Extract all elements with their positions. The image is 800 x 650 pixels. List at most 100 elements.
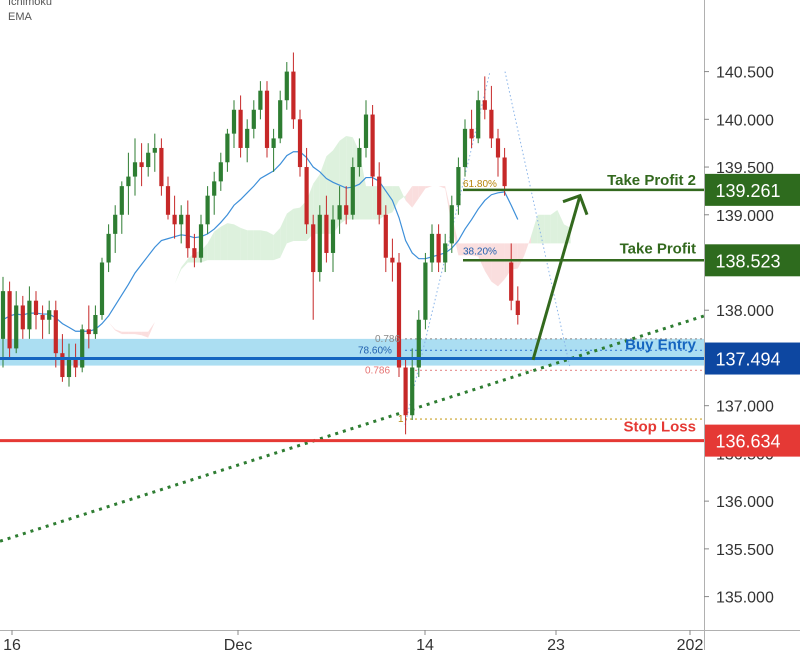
buy-entry-price-tag-text: 137.494 <box>715 350 780 370</box>
candle-body <box>515 300 520 315</box>
candle-body <box>179 214 184 225</box>
candle-body <box>271 138 276 148</box>
candle-body <box>330 219 336 253</box>
x-axis-tick-label: 23 <box>547 637 565 650</box>
ichimoku-cloud-segment <box>405 186 413 208</box>
candle-body <box>159 147 164 187</box>
ichimoku-cloud-segment <box>537 214 545 244</box>
support-trendline <box>0 314 704 543</box>
candle-body <box>317 214 322 273</box>
projection-arrow-head <box>562 193 589 216</box>
candle-body <box>396 262 402 368</box>
candle-body <box>113 214 118 234</box>
candle-body <box>7 291 12 349</box>
candle-body <box>33 300 39 315</box>
candle-body <box>410 367 415 416</box>
candle-body <box>443 243 448 263</box>
ichimoku-cloud-segment <box>141 331 149 338</box>
plot-area <box>0 52 704 543</box>
ichimoku-cloud-segment <box>484 243 492 282</box>
x-axis-tick-label: 16 <box>3 637 21 650</box>
stop-loss-label: Stop Loss <box>623 419 696 436</box>
candle-body <box>416 319 421 368</box>
candle-body <box>132 162 138 177</box>
candle-body <box>449 205 454 244</box>
candle-body <box>363 114 369 148</box>
ichimoku-cloud-segment <box>544 214 551 244</box>
fib-label-0-786-upper: 0.786 <box>375 334 400 345</box>
ichimoku-cloud-segment <box>286 208 294 244</box>
candle-body <box>20 305 25 330</box>
ichimoku-cloud-segment <box>260 230 267 261</box>
candle-body <box>291 71 296 120</box>
candle-body <box>377 176 382 215</box>
candle-body <box>370 114 375 177</box>
swing-projection-line <box>504 71 571 368</box>
fib-label-61-8: 61.80% <box>463 179 497 190</box>
candle-body <box>251 109 256 129</box>
ichimoku-cloud-segment <box>438 186 446 189</box>
candle-body <box>297 119 303 168</box>
candle-body <box>192 248 197 258</box>
take-profit-price-tag-box <box>705 244 800 277</box>
x-axis-tick-label: 14 <box>416 637 434 650</box>
ichimoku-cloud-segment <box>366 186 373 220</box>
candle-body <box>53 310 58 354</box>
ichimoku-cloud-segment <box>517 243 525 269</box>
ichimoku-cloud-segment <box>115 329 122 335</box>
ichimoku-cloud-segment <box>326 150 333 234</box>
candle-body <box>0 291 6 339</box>
candle-body <box>152 147 157 153</box>
ichimoku-cloud-segment <box>471 243 479 257</box>
fib-label-1: 1 <box>398 414 404 425</box>
candle-body <box>106 233 111 263</box>
buy-entry-label: Buy Entry <box>625 337 697 354</box>
x-axis-tick-label: Dec <box>224 637 252 650</box>
ichimoku-cloud-segment <box>174 267 182 284</box>
ichimoku-cloud-segment <box>154 305 162 323</box>
ichimoku-cloud-segment <box>478 243 485 271</box>
candle-body <box>165 186 171 215</box>
candle-body <box>357 147 362 168</box>
ichimoku-cloud-segment <box>550 210 558 244</box>
fib-label-78-6: 78.60% <box>358 346 392 357</box>
ichimoku-cloud-segment <box>491 243 498 287</box>
candle-body <box>66 357 72 378</box>
indicator-label-ichimoku: Ichimoku <box>8 0 53 8</box>
ichimoku-cloud-segment <box>128 331 135 335</box>
candle-body <box>502 157 507 187</box>
take-profit-label: Take Profit <box>620 240 696 257</box>
candle-body <box>27 300 32 330</box>
ichimoku-cloud-segment <box>181 258 188 270</box>
candle-body <box>225 133 230 163</box>
candle-body <box>476 100 481 139</box>
ichimoku-cloud-segment <box>412 186 419 208</box>
candle-body <box>350 167 355 215</box>
ichimoku-cloud-segment <box>247 230 254 261</box>
ichimoku-cloud-segment <box>161 295 168 306</box>
ichimoku-cloud-segment <box>458 243 465 256</box>
candle-body <box>14 305 19 349</box>
y-axis-tick-label: 139.500 <box>716 160 774 177</box>
ichimoku-cloud-segment <box>399 186 406 201</box>
y-axis-tick-label: 138.000 <box>716 303 774 320</box>
y-axis-tick-label: 140.000 <box>716 112 774 129</box>
y-axis-tick-label: 136.000 <box>716 494 774 511</box>
fib-label-0-786-lower: 0.786 <box>365 365 390 376</box>
fib-label-38-2: 38.20% <box>463 246 497 257</box>
ichimoku-cloud-segment <box>339 136 347 225</box>
candle-body <box>231 109 237 134</box>
candle-body <box>284 71 289 101</box>
ichimoku-cloud-segment <box>108 322 116 331</box>
ichimoku-cloud-segment <box>280 213 287 258</box>
candle-body <box>218 162 223 182</box>
ichimoku-cloud-segment <box>557 210 564 244</box>
projection-arrow-shaft <box>531 195 582 361</box>
stop-loss-price-tag-text: 136.634 <box>715 432 780 452</box>
candle-body <box>99 262 105 315</box>
ichimoku-cloud-segment <box>267 231 274 261</box>
take-profit-2-label: Take Profit 2 <box>607 172 696 189</box>
indicator-label-ema: EMA <box>8 11 32 23</box>
candle-body <box>390 257 395 263</box>
candle-body <box>469 128 474 139</box>
